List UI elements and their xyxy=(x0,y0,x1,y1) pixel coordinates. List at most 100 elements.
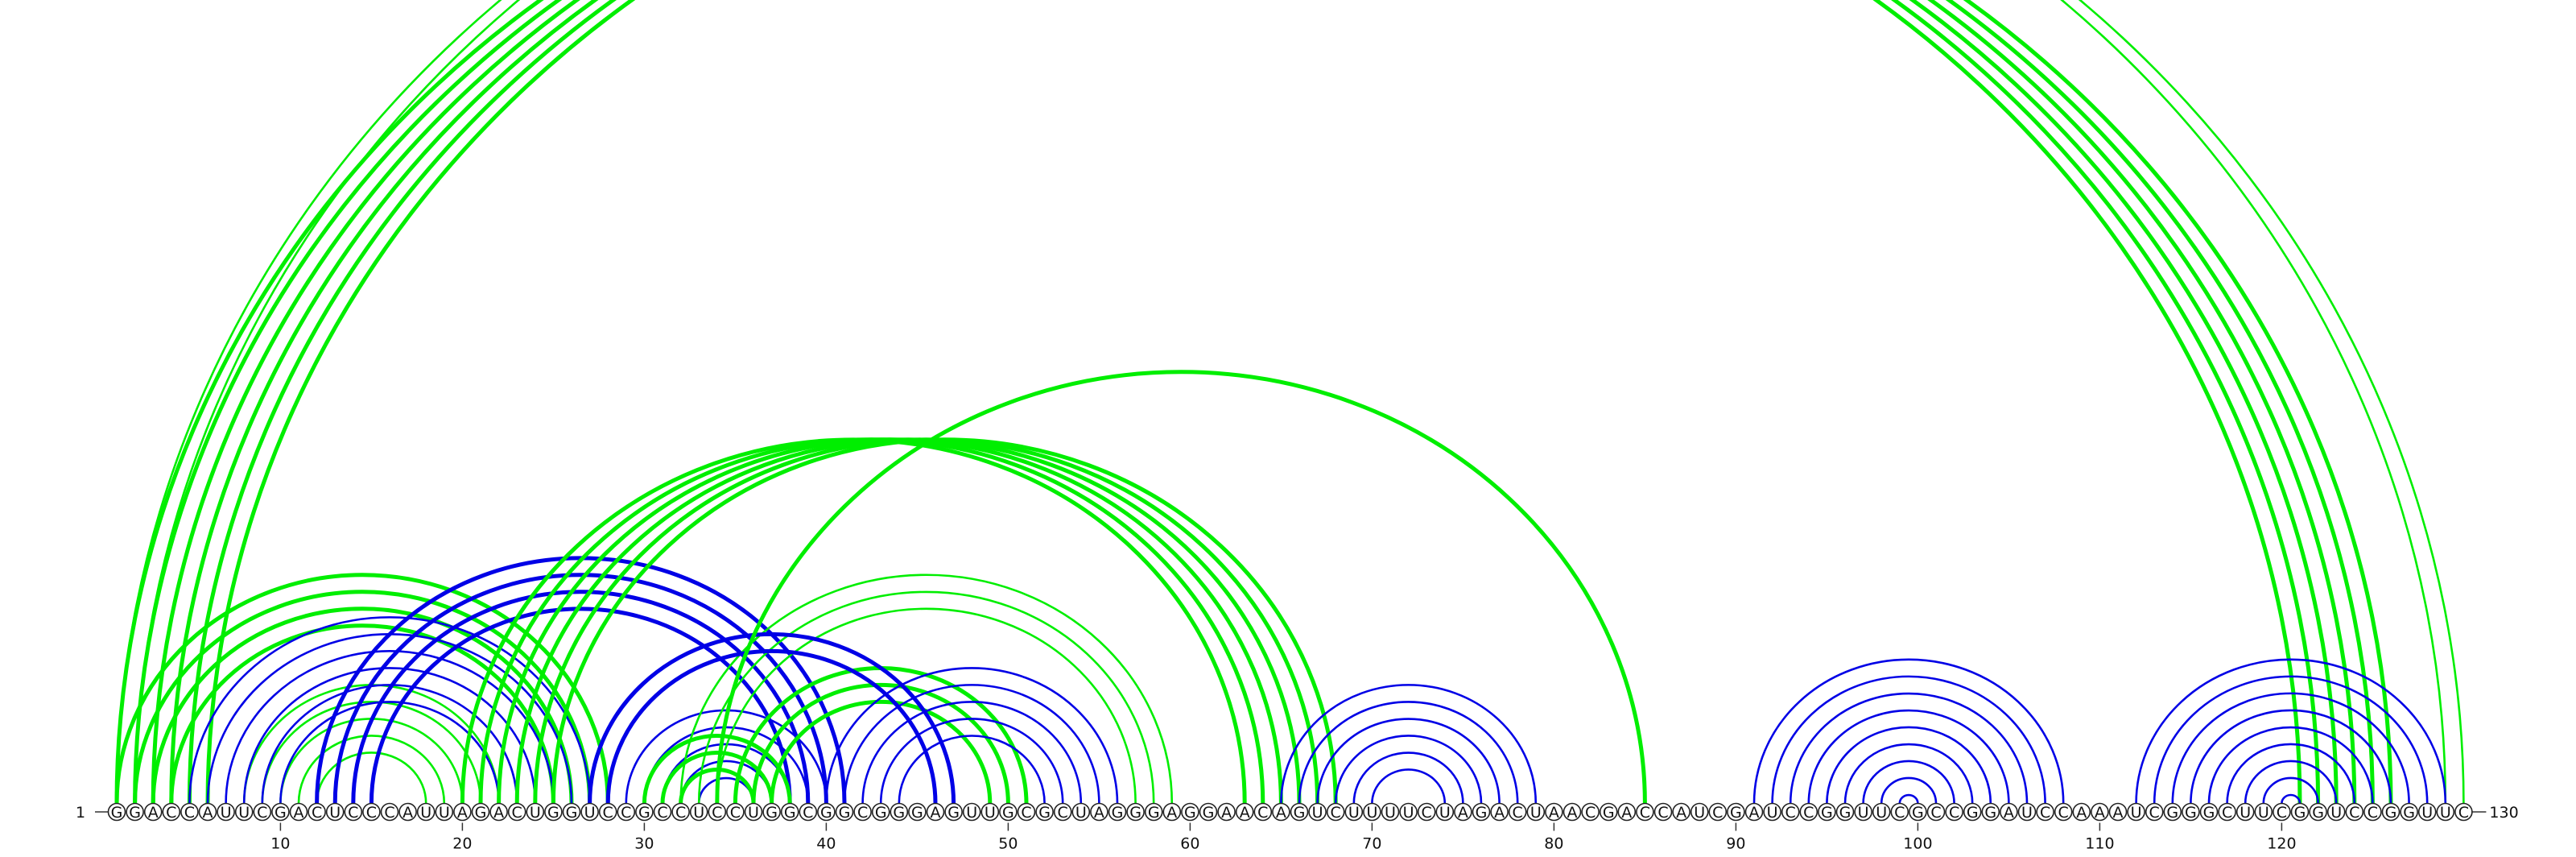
nucleotide-circle xyxy=(962,802,981,822)
nucleotide: G xyxy=(1144,802,1163,822)
nucleotide-letter: A xyxy=(2076,804,2087,822)
nucleotide-letter: G xyxy=(784,804,796,822)
tick-label: 50 xyxy=(998,835,1018,853)
nucleotide-circle xyxy=(1253,802,1273,822)
nucleotide-letter: U xyxy=(1403,804,1414,822)
nucleotide: A xyxy=(926,802,945,822)
nucleotide-circle xyxy=(416,802,436,822)
nucleotide-letter: C xyxy=(1058,804,1068,822)
nucleotide-circle xyxy=(253,802,272,822)
nucleotide: A xyxy=(489,802,508,822)
nucleotide-circle xyxy=(635,802,654,822)
nucleotide: C xyxy=(253,802,272,822)
nucleotide-letter: G xyxy=(475,804,487,822)
nucleotide: G xyxy=(635,802,654,822)
nucleotide-circle xyxy=(2182,802,2200,822)
nucleotide: A xyxy=(2072,802,2091,822)
nucleotide: U xyxy=(2235,802,2255,822)
nucleotide: G xyxy=(1472,802,1491,822)
nucleotide-letter: A xyxy=(2004,804,2014,822)
nucleotide: A xyxy=(1235,802,1254,822)
nucleotide: G xyxy=(890,802,909,822)
nucleotide-letter: A xyxy=(931,804,941,822)
nucleotide: A xyxy=(1162,802,1182,822)
nucleotide-letter: U xyxy=(1767,804,1778,822)
nucleotide-circle xyxy=(2199,802,2219,822)
nucleotide-letter: U xyxy=(2330,804,2342,822)
nucleotide-circle xyxy=(2345,802,2364,822)
nucleotide-letter: C xyxy=(1712,804,1723,822)
base-pair-arc-2-122 xyxy=(133,0,2321,804)
position-axis: 10 20 30 40 50 60 70 80 90 100 110 120 xyxy=(270,822,2297,853)
nucleotide-circle xyxy=(2054,802,2073,822)
nucleotide: U xyxy=(1399,802,1418,822)
nucleotide-letter: A xyxy=(1240,804,1250,822)
nucleotide: C xyxy=(2036,802,2054,822)
nucleotide-circle xyxy=(562,802,581,822)
nucleotide-letter: A xyxy=(457,804,468,822)
nucleotide: C xyxy=(671,802,690,822)
nucleotide: A xyxy=(2108,802,2128,822)
nucleotide-letter: G xyxy=(839,804,851,822)
nucleotide-circle xyxy=(1490,802,1509,822)
nucleotide: C xyxy=(162,802,181,822)
nucleotide-circle xyxy=(308,802,326,822)
nucleotide: U xyxy=(1690,802,1709,822)
nucleotide: U xyxy=(1363,802,1381,822)
nucleotide: U xyxy=(1071,802,1091,822)
nucleotide-circle xyxy=(1108,802,1127,822)
base-pair-arc-93-106 xyxy=(1789,692,2029,804)
nucleotide: C xyxy=(1508,802,1527,822)
tick-label: 30 xyxy=(634,835,654,853)
nucleotide: G xyxy=(1035,802,1054,822)
nucleotide: G xyxy=(1909,802,1927,822)
nucleotide-circle xyxy=(1835,802,1855,822)
nucleotide-circle xyxy=(1035,802,1054,822)
nucleotide-letter: A xyxy=(1094,804,1104,822)
nucleotide-letter: U xyxy=(985,804,996,822)
nucleotide-circle xyxy=(2436,802,2455,822)
nucleotide-letter: C xyxy=(803,804,813,822)
base-pair-arc-120-121 xyxy=(2281,793,2301,804)
nucleotide-circle xyxy=(1399,802,1418,822)
base-pair-arc-8-24 xyxy=(242,667,537,804)
nucleotide-circle xyxy=(1781,802,1800,822)
nucleotide-letter: G xyxy=(566,804,578,822)
nucleotide: C xyxy=(2054,802,2073,822)
nucleotide: A xyxy=(1563,802,1582,822)
nucleotide-letter: G xyxy=(1984,804,1996,822)
nucleotide-letter: G xyxy=(1839,804,1852,822)
tick-label: 100 xyxy=(1903,835,1932,853)
tick-label: 20 xyxy=(452,835,472,853)
nucleotide-letter: C xyxy=(2277,804,2287,822)
nucleotide-circle xyxy=(1290,802,1309,822)
nucleotide-letter: C xyxy=(1513,804,1523,822)
nucleotide-circle xyxy=(671,802,690,822)
base-pair-arc-34-85 xyxy=(715,370,1647,804)
nucleotide: U xyxy=(744,802,763,822)
nucleotide: C xyxy=(1636,802,1654,822)
nucleotide: U xyxy=(526,802,545,822)
nucleotide-circle xyxy=(2235,802,2255,822)
base-pair-arc-94-105 xyxy=(1807,709,2010,804)
nucleotide-letter: C xyxy=(2368,804,2378,822)
nucleotide: C xyxy=(2363,802,2382,822)
nucleotide-letter: G xyxy=(1129,804,1141,822)
base-pair-arc-5-125 xyxy=(187,0,2375,804)
base-pair-arc-12-18 xyxy=(316,751,427,804)
nucleotide-circle xyxy=(999,802,1018,822)
nucleotide: G xyxy=(780,802,799,822)
nucleotide-circle xyxy=(1526,802,1546,822)
nucleotide: U xyxy=(980,802,1000,822)
nucleotide: U xyxy=(2436,802,2455,822)
nucleotide-letter: G xyxy=(275,804,287,822)
nucleotide: G xyxy=(1290,802,1309,822)
nucleotide: G xyxy=(871,802,890,822)
nucleotide-letter: A xyxy=(402,804,413,822)
nucleotide-circle xyxy=(2127,802,2145,822)
nucleotide-letter: G xyxy=(893,804,905,822)
nucleotide: C xyxy=(726,802,745,822)
base-pair-arc-70-74 xyxy=(1371,768,1447,804)
nucleotide: A xyxy=(198,802,217,822)
nucleotide-letter: C xyxy=(2222,804,2232,822)
